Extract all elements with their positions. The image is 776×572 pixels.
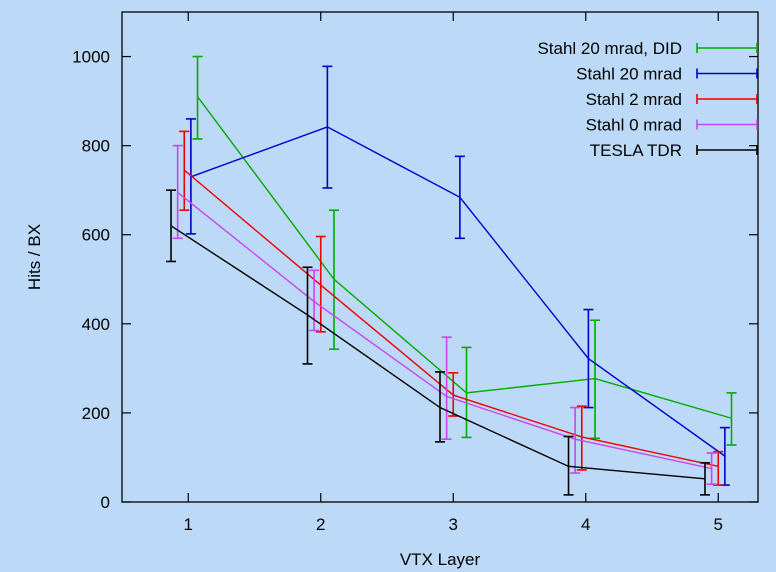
plot-area: 1 2 3 4 5 0 200 400 600 800 1000 bbox=[72, 11, 759, 534]
error-bar bbox=[192, 55, 203, 140]
y-tick-label: 600 bbox=[82, 226, 110, 245]
error-bar bbox=[563, 435, 574, 496]
error-bar bbox=[706, 452, 717, 485]
y-tick-label: 200 bbox=[82, 404, 110, 423]
legend-item: Stahl 0 mrad bbox=[586, 116, 758, 135]
error-bar bbox=[700, 461, 710, 496]
error-bar bbox=[713, 450, 724, 486]
error-bar bbox=[315, 235, 326, 333]
legend-item: Stahl 20 mrad, DID bbox=[537, 39, 758, 58]
y-tick-label: 800 bbox=[82, 137, 110, 156]
x-tick-label: 5 bbox=[714, 515, 723, 534]
x-tick-label: 3 bbox=[449, 515, 458, 534]
error-bar bbox=[461, 346, 472, 439]
series-0 bbox=[192, 55, 737, 446]
x-axis-label: VTX Layer bbox=[400, 550, 481, 569]
legend: Stahl 20 mrad, DID Stahl 20 mrad Stahl 2 m… bbox=[537, 39, 758, 160]
y-axis-label: Hits / BX bbox=[25, 224, 44, 290]
error-bar bbox=[576, 405, 587, 471]
y-axis: 0 200 400 600 800 1000 bbox=[72, 48, 758, 512]
error-bar bbox=[448, 372, 459, 417]
x-tick-label: 2 bbox=[316, 515, 325, 534]
error-bar bbox=[590, 319, 601, 440]
error-bar bbox=[726, 392, 737, 446]
legend-label: Stahl 0 mrad bbox=[586, 116, 682, 135]
y-tick-label: 0 bbox=[101, 493, 110, 512]
legend-label: Stahl 2 mrad bbox=[586, 90, 682, 109]
error-bar bbox=[435, 371, 445, 443]
series-3 bbox=[172, 144, 717, 485]
error-bar bbox=[583, 308, 594, 409]
series-1 bbox=[185, 65, 730, 486]
error-bar bbox=[570, 406, 581, 474]
error-bar bbox=[322, 65, 333, 189]
error-bar bbox=[302, 266, 313, 365]
series-layer bbox=[166, 55, 737, 496]
legend-label: Stahl 20 mrad, DID bbox=[537, 39, 682, 58]
x-tick-label: 1 bbox=[184, 515, 193, 534]
y-tick-label: 400 bbox=[82, 315, 110, 334]
legend-item: Stahl 2 mrad bbox=[586, 90, 758, 109]
legend-item: Stahl 20 mrad bbox=[576, 65, 758, 84]
x-tick-label: 4 bbox=[581, 515, 590, 534]
x-axis: 1 2 3 4 5 bbox=[184, 12, 723, 534]
legend-item: TESLA TDR bbox=[590, 141, 758, 160]
legend-label: Stahl 20 mrad bbox=[576, 65, 682, 84]
error-bar bbox=[309, 269, 320, 332]
series-4 bbox=[166, 189, 710, 496]
error-bar bbox=[166, 189, 177, 263]
legend-label: TESLA TDR bbox=[590, 141, 682, 160]
error-bar bbox=[172, 144, 183, 240]
error-bar bbox=[454, 155, 465, 240]
y-tick-label: 1000 bbox=[72, 48, 110, 67]
error-bar bbox=[329, 209, 339, 351]
error-bar bbox=[441, 336, 452, 440]
